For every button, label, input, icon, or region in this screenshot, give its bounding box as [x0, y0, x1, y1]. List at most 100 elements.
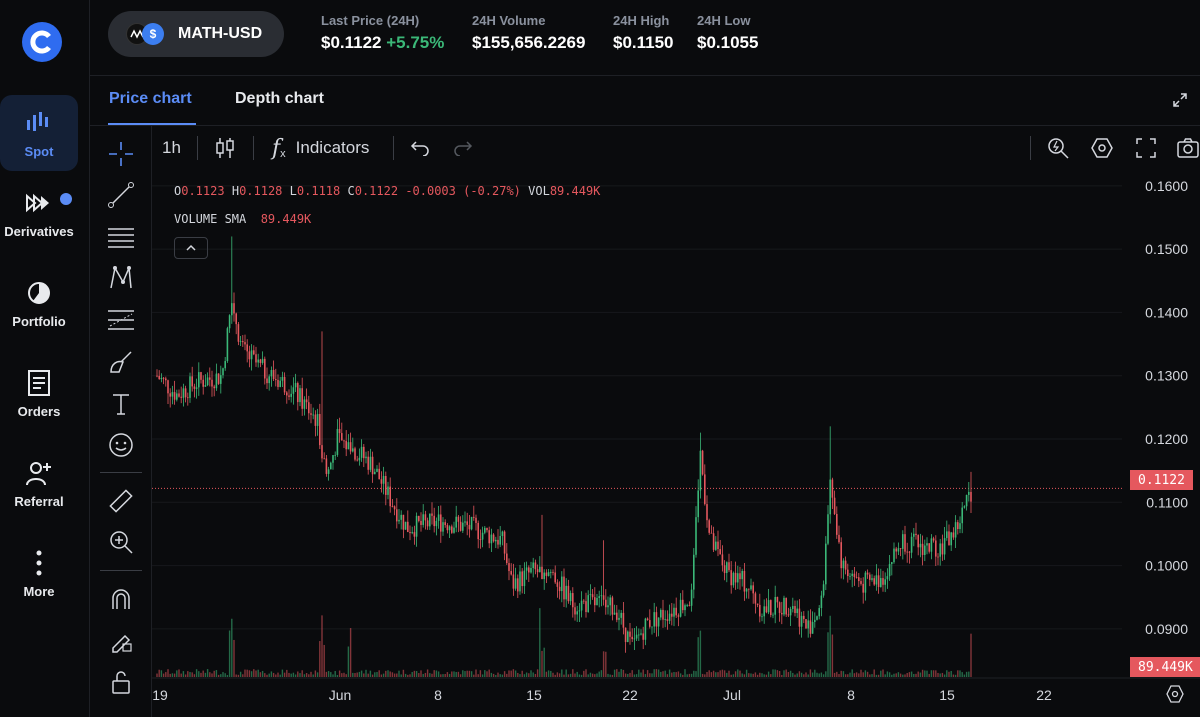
candle-body: [961, 507, 963, 524]
volume-bar: [781, 674, 783, 677]
trend-line-icon[interactable]: [105, 179, 137, 211]
text-tool-icon[interactable]: [105, 388, 137, 420]
candle-body: [286, 392, 288, 396]
candle-body: [563, 576, 565, 600]
undo-icon[interactable]: [410, 126, 430, 170]
volume-bar: [785, 669, 787, 677]
fib-tool-icon[interactable]: [105, 304, 137, 336]
x-axis-tick-label: 15: [939, 687, 955, 703]
candle-body: [866, 572, 869, 575]
candle-body: [873, 578, 875, 585]
close-value: 0.1122: [354, 184, 399, 198]
candle-body: [292, 387, 295, 394]
candle-body: [288, 395, 290, 397]
coinbase-logo[interactable]: [22, 22, 62, 62]
candlestick-chart[interactable]: 0.1600 0.1500 0.1400 0.1300 0.1200 0.1100 0.10…: [152, 170, 1200, 717]
brush-icon[interactable]: [105, 346, 137, 378]
volume-bar: [286, 669, 288, 677]
fullscreen-icon[interactable]: [1135, 126, 1157, 170]
volume-bar: [532, 672, 534, 677]
candle-body: [455, 516, 457, 528]
volume-bar: [763, 674, 765, 677]
nav-item-derivatives[interactable]: Derivatives: [0, 175, 78, 251]
volume-bar: [710, 672, 713, 677]
candle-body: [776, 596, 779, 603]
volume-bar: [627, 673, 629, 677]
low-value: 0.1118: [296, 184, 341, 198]
candle-body: [246, 344, 248, 352]
candle-body: [609, 597, 611, 606]
nav-item-portfolio[interactable]: Portfolio: [0, 265, 78, 341]
candle-body: [657, 617, 660, 627]
volume-bar: [631, 670, 633, 677]
candle-body: [530, 568, 532, 573]
volume-bar: [682, 674, 684, 677]
candle-body: [937, 556, 939, 558]
volume-bar: [613, 669, 616, 677]
candle-body: [442, 522, 444, 532]
volume-bar: [292, 672, 295, 677]
candle-body: [631, 636, 633, 640]
candle-body: [418, 515, 420, 521]
candle-body: [156, 375, 158, 377]
price-chart[interactable]: 0.1600 0.1500 0.1400 0.1300 0.1200 0.1100 0.10…: [152, 170, 1200, 717]
volume-bar: [778, 671, 781, 677]
candle-body: [882, 578, 884, 585]
candle-body: [495, 539, 497, 542]
candle-body: [376, 468, 378, 472]
volume-bar: [908, 672, 911, 677]
volume-bar: [228, 630, 231, 677]
toolbar-divider: [253, 136, 254, 160]
nav-item-spot[interactable]: Spot: [0, 95, 78, 171]
candle-body: [831, 479, 834, 498]
volume-bar: [959, 670, 961, 677]
zoom-in-icon[interactable]: [105, 526, 137, 558]
volume-bar: [873, 669, 875, 677]
nav-item-more[interactable]: More: [0, 535, 78, 611]
volume-bar: [462, 670, 464, 677]
lock-drawing-icon[interactable]: [105, 624, 137, 656]
crosshair-icon[interactable]: [105, 138, 137, 170]
volume-bar: [446, 672, 449, 677]
unlock-icon[interactable]: [105, 666, 137, 698]
emoji-icon[interactable]: [105, 429, 137, 461]
volume-bar: [578, 674, 581, 677]
tab-depth-chart[interactable]: Depth chart: [235, 90, 324, 107]
redo-icon[interactable]: [453, 126, 473, 170]
candle-body: [431, 513, 433, 516]
collapse-legend-button[interactable]: [174, 237, 208, 259]
candle-body: [970, 491, 972, 502]
candle-body: [519, 571, 521, 592]
ruler-icon[interactable]: [105, 485, 137, 517]
candle-body: [407, 521, 409, 533]
volume-bar: [501, 674, 504, 677]
candle-body: [787, 614, 790, 616]
expand-icon[interactable]: [1172, 92, 1188, 108]
interval-selector[interactable]: 1h: [162, 138, 181, 157]
volume-bar: [169, 673, 171, 677]
volume-bar: [629, 672, 631, 677]
nav-item-orders[interactable]: Orders: [0, 355, 78, 431]
camera-icon[interactable]: [1176, 126, 1200, 170]
settings-icon[interactable]: [1090, 126, 1114, 170]
axis-settings-icon[interactable]: [1165, 684, 1185, 704]
quick-search-icon[interactable]: [1046, 126, 1070, 170]
nav-item-referral[interactable]: Referral: [0, 445, 78, 521]
candle-body: [231, 303, 233, 316]
candle-body: [209, 377, 211, 380]
magnet-icon[interactable]: [105, 583, 137, 615]
toolbar-divider: [100, 570, 142, 571]
volume-bar: [237, 674, 240, 677]
candles-icon[interactable]: [214, 126, 236, 170]
candle-body: [820, 595, 823, 609]
pattern-tool-icon[interactable]: [105, 262, 137, 294]
chart-tabs: Price chart Depth chart: [90, 76, 1200, 126]
candle-body: [706, 504, 708, 521]
tab-price-chart[interactable]: Price chart: [109, 90, 192, 107]
candle-body: [257, 359, 259, 363]
volume-bar: [334, 670, 336, 677]
candle-body: [789, 608, 792, 616]
pair-selector[interactable]: $ MATH-USD: [108, 11, 284, 57]
horizontal-lines-icon[interactable]: [105, 221, 137, 253]
